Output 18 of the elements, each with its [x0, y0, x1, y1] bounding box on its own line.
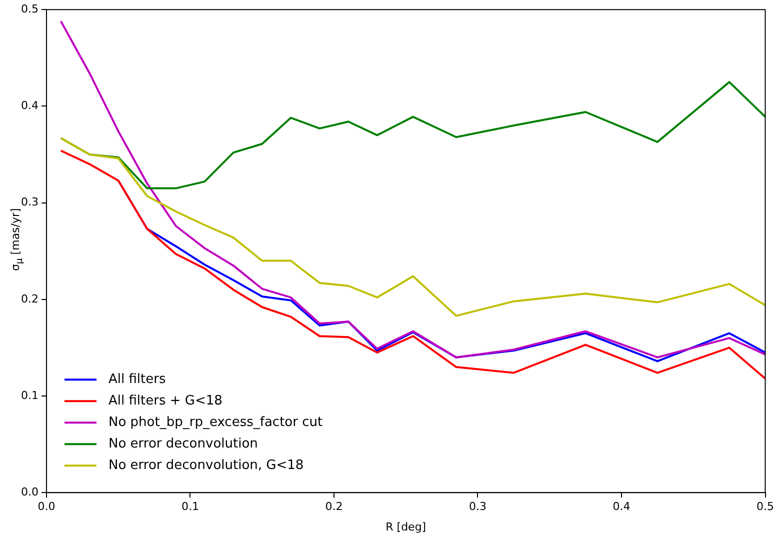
- y-tick-label: 0.4: [20, 99, 38, 112]
- x-axis-title: R [deg]: [386, 520, 426, 534]
- x-tick-label: 0.3: [469, 500, 486, 514]
- legend-label: No phot_bp_rp_excess_factor cut: [108, 414, 323, 430]
- y-tick-label: 0.1: [20, 388, 38, 402]
- y-tick-label: 0.2: [20, 292, 38, 306]
- x-tick-label: 0.2: [325, 500, 343, 514]
- x-tick-label: 0.5: [756, 500, 774, 514]
- legend-label: All filters + G<18: [108, 393, 222, 408]
- y-tick-label: 0.3: [20, 196, 38, 209]
- y-tick-label: 0.5: [20, 2, 38, 16]
- legend-label: No error deconvolution: [108, 436, 258, 452]
- legend-label: No error deconvolution, G<18: [108, 458, 304, 473]
- y-tick-label: 0.0: [20, 485, 38, 498]
- legend-label: All filters: [108, 372, 166, 387]
- x-tick-label: 0.0: [38, 500, 56, 514]
- x-tick-label: 0.1: [181, 500, 199, 514]
- x-tick-label: 0.4: [612, 500, 630, 514]
